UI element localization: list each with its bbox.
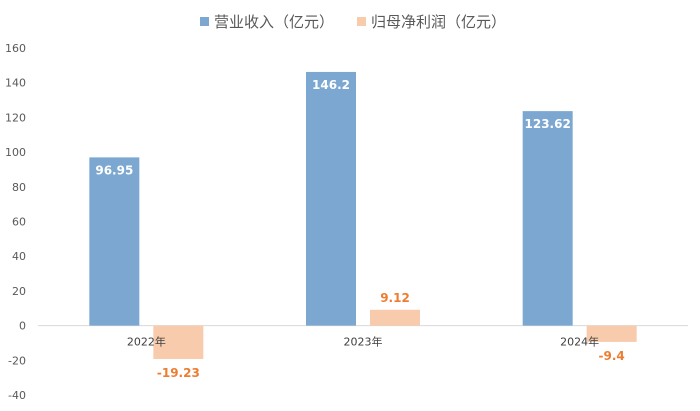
legend-label: 营业收入（亿元） xyxy=(214,13,334,31)
data-label: -9.4 xyxy=(599,349,625,363)
legend-swatch xyxy=(200,17,209,26)
y-tick-label: 60 xyxy=(12,216,26,229)
data-label: -19.23 xyxy=(157,366,200,380)
y-tick-label: -20 xyxy=(8,354,26,367)
data-label: 146.2 xyxy=(312,78,350,92)
y-tick-label: 100 xyxy=(5,146,26,159)
legend-label: 归母净利润（亿元） xyxy=(371,13,506,31)
data-label: 9.12 xyxy=(380,291,410,305)
data-label: 123.62 xyxy=(525,117,571,131)
bar-series-2 xyxy=(153,325,204,359)
y-tick-label: 80 xyxy=(12,181,26,194)
y-tick-label: 140 xyxy=(5,77,26,90)
y-tick-label: 40 xyxy=(12,250,26,263)
y-tick-label: 120 xyxy=(5,111,26,124)
bar-series-1 xyxy=(306,71,356,326)
y-tick-label: -40 xyxy=(8,389,26,402)
bar-series-1 xyxy=(89,157,140,326)
data-label: 96.95 xyxy=(95,163,133,177)
bar-series-2 xyxy=(370,309,420,326)
x-category-label: 2023年 xyxy=(344,335,383,349)
bar-series-2 xyxy=(586,325,637,342)
y-tick-label: 20 xyxy=(12,285,26,298)
bar-series-1 xyxy=(522,111,573,326)
legend-swatch xyxy=(357,17,366,26)
x-category-label: 2024年 xyxy=(560,335,599,349)
y-tick-label: 0 xyxy=(19,320,26,333)
x-category-label: 2022年 xyxy=(127,335,166,349)
y-tick-label: 160 xyxy=(5,42,26,55)
